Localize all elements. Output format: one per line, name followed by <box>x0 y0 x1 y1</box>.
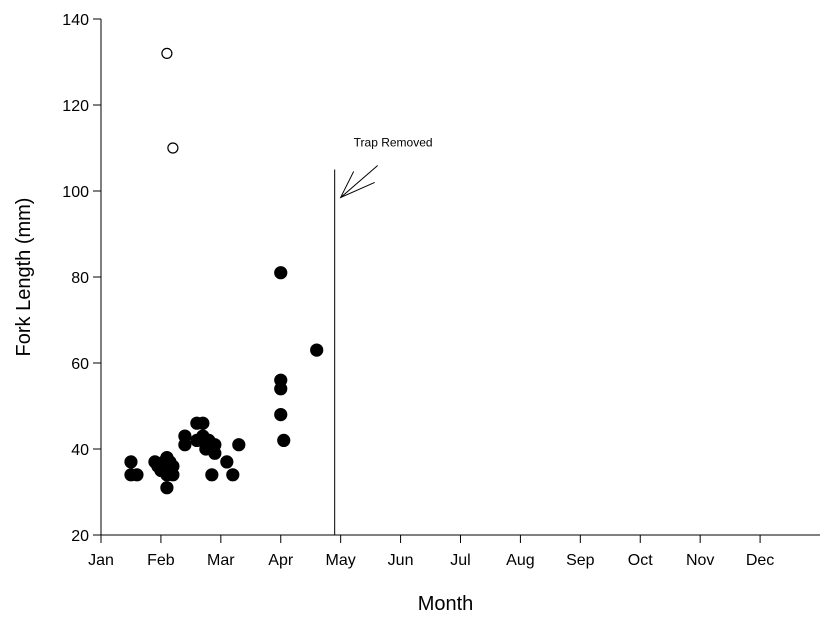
y-axis-title: Fork Length (mm) <box>13 198 35 357</box>
x-ticks: Jan Feb Mar Apr May Jun Jul Aug Sep Oct Nov Dec <box>88 535 774 569</box>
data-point <box>310 343 324 357</box>
data-point <box>274 408 288 422</box>
y-ticks: 20 40 60 80 100 120 140 <box>62 12 101 545</box>
data-points <box>124 47 324 495</box>
data-point <box>178 438 192 452</box>
data-point <box>274 382 288 396</box>
data-point <box>130 468 144 482</box>
y-tick-label: 80 <box>71 270 89 287</box>
outlier-point <box>161 47 173 60</box>
data-point <box>124 455 138 469</box>
data-point <box>205 468 219 482</box>
axes <box>100 19 820 536</box>
y-tick-label: 120 <box>62 98 89 115</box>
data-point <box>277 433 291 447</box>
data-point <box>232 438 246 452</box>
data-point <box>199 442 213 456</box>
y-tick-label: 140 <box>62 12 89 29</box>
data-point <box>196 416 210 430</box>
outlier-point <box>167 142 179 154</box>
x-tick-label: Aug <box>506 552 534 569</box>
y-tick-label: 20 <box>71 528 89 545</box>
x-tick-label: Jul <box>450 552 470 569</box>
x-tick-label: Nov <box>686 552 714 569</box>
x-tick-label: Dec <box>746 552 774 569</box>
data-point <box>220 455 234 469</box>
x-tick-label: Mar <box>207 552 235 569</box>
data-point <box>160 481 174 495</box>
x-axis-title: Month <box>418 593 474 615</box>
arrow-shaft <box>340 165 378 198</box>
x-tick-label: May <box>326 552 356 569</box>
arrow-head <box>339 171 375 199</box>
trap-removed-annotation: Trap Removed <box>354 135 433 149</box>
x-tick-label: Jun <box>388 552 414 569</box>
x-tick-label: Feb <box>147 552 175 569</box>
y-tick-label: 100 <box>62 184 89 201</box>
x-tick-label: Jan <box>88 552 114 569</box>
data-point <box>226 468 240 482</box>
y-tick-label: 40 <box>71 442 89 459</box>
x-tick-label: Sep <box>566 552 595 569</box>
annotations: Trap Removed <box>334 135 433 535</box>
x-tick-label: Oct <box>628 552 653 569</box>
data-point <box>166 468 180 482</box>
y-tick-label: 60 <box>71 356 89 373</box>
data-point <box>274 266 288 280</box>
x-tick-label: Apr <box>268 552 294 569</box>
